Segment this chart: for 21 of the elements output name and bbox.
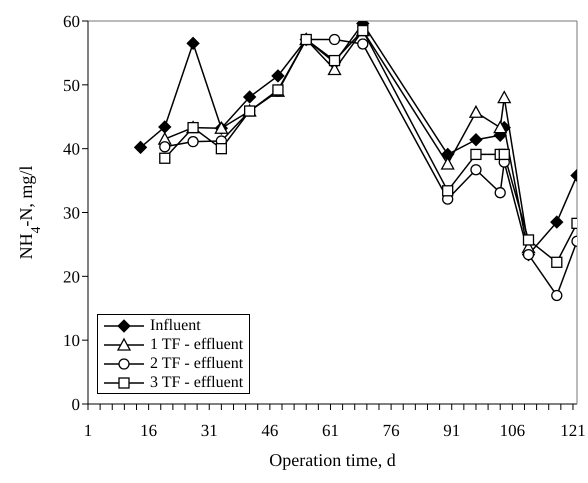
y-tick-label: 20 [63, 267, 80, 286]
y-tick-label: 30 [63, 204, 80, 223]
legend-label: 1 TF - effluent [150, 336, 244, 354]
y-tick-label: 10 [63, 331, 80, 350]
legend-label: 3 TF - effluent [150, 374, 244, 392]
x-tick-label: 76 [382, 421, 400, 440]
legend-label: Influent [150, 316, 201, 334]
x-tick-label: 91 [443, 421, 460, 440]
x-tick-label: 121 [560, 421, 586, 440]
x-tick-label: 106 [500, 421, 526, 440]
y-tick-label: 60 [63, 12, 80, 32]
x-tick-label: 16 [140, 421, 158, 440]
y-tick-label: 50 [63, 76, 80, 95]
x-tick-label: 1 [84, 421, 92, 440]
x-axis-title: Operation time, d [269, 450, 396, 470]
x-tick-label: 61 [322, 421, 339, 440]
y-tick-label: 40 [63, 140, 80, 159]
x-tick-label: 31 [200, 421, 218, 440]
x-tick-label: 46 [261, 421, 278, 440]
legend-label: 2 TF - effluent [150, 354, 244, 372]
y-tick-label: 0 [72, 395, 80, 414]
